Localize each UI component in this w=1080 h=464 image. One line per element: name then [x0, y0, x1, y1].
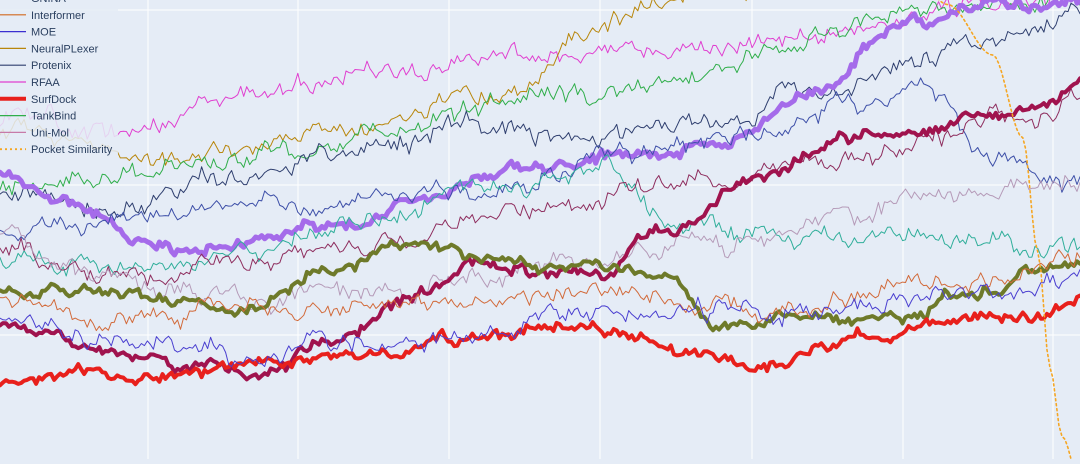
- legend-item[interactable]: GNINA: [0, 0, 67, 5]
- legend-item[interactable]: MOE: [0, 27, 56, 39]
- legend[interactable]: GNINA Interformer MOE NeuralPLexer Protenix R…: [0, 0, 118, 160]
- series-line-6: [0, 154, 1080, 277]
- legend-item[interactable]: TankBind: [0, 111, 76, 123]
- series-line-3: [0, 2, 1080, 219]
- legend-label: NeuralPLexer: [31, 43, 99, 55]
- legend-item[interactable]: Interformer: [0, 10, 85, 22]
- legend-item[interactable]: SurfDock: [0, 94, 77, 106]
- legend-label: Uni-Mol: [31, 127, 69, 139]
- series-line-13: [0, 269, 1080, 368]
- legend-item[interactable]: RFAA: [0, 77, 60, 89]
- series-line-4: [0, 0, 1080, 258]
- series-line-12: [0, 293, 1080, 388]
- series-line-1: [0, 0, 747, 166]
- legend-item[interactable]: NeuralPLexer: [0, 43, 99, 55]
- legend-label: MOE: [31, 27, 56, 39]
- legend-item[interactable]: Protenix: [0, 60, 72, 72]
- series-line-10: [0, 239, 1080, 333]
- series-line-5: [0, 77, 1080, 242]
- series-line-2: [0, 0, 1080, 196]
- legend-label: Protenix: [31, 60, 72, 72]
- legend-label: Interformer: [31, 10, 85, 22]
- legend-label: RFAA: [31, 77, 60, 89]
- legend-label: GNINA: [31, 0, 67, 5]
- legend-label: SurfDock: [31, 94, 77, 106]
- legend-label: Pocket Similarity: [31, 144, 113, 156]
- legend-item[interactable]: Pocket Similarity: [0, 144, 113, 156]
- legend-item[interactable]: Uni-Mol: [0, 127, 69, 139]
- series-line-8: [0, 175, 1080, 315]
- legend-background: [0, 0, 118, 160]
- legend-label: TankBind: [31, 111, 76, 123]
- series-line-7: [0, 87, 1080, 286]
- series-line-11: [0, 249, 1080, 332]
